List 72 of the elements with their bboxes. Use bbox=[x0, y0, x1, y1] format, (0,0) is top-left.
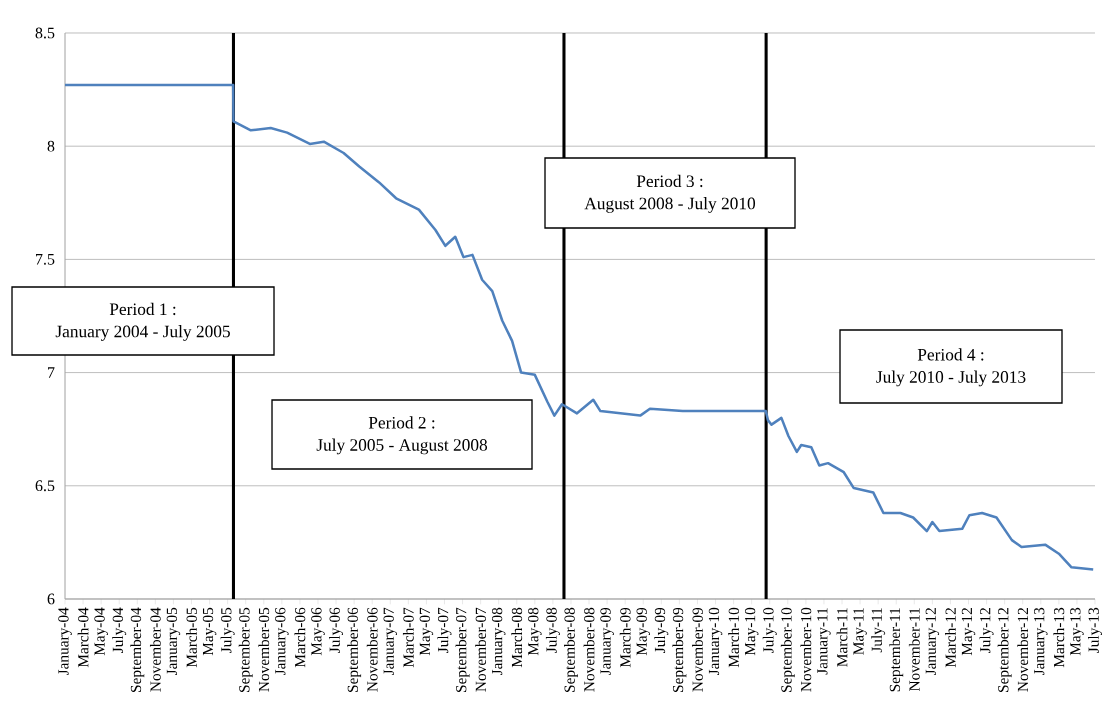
x-tick-label: May-05 bbox=[202, 607, 217, 656]
x-tick-label: May-09 bbox=[636, 607, 650, 656]
x-tick-label: January-13 bbox=[1034, 607, 1048, 676]
x-tick-label: July-05 bbox=[220, 607, 235, 653]
x-tick-label: March-12 bbox=[945, 608, 956, 668]
x-tick-label: November-04 bbox=[149, 607, 161, 692]
x-tick-label: September-10 bbox=[780, 607, 795, 692]
x-tick-label: July-07 bbox=[437, 607, 452, 653]
x-tick-label: July-11 bbox=[871, 608, 886, 653]
x-tick-label: September-06 bbox=[347, 607, 362, 692]
x-tick-label: January-10 bbox=[708, 607, 723, 676]
x-tick-label: November-08 bbox=[583, 607, 595, 692]
x-tick-label: July-13 bbox=[1088, 607, 1102, 653]
x-tick-label: September-09 bbox=[672, 607, 687, 692]
x-tick-label: January-04 bbox=[58, 607, 72, 676]
x-tick-label: May-04 bbox=[94, 607, 108, 656]
x-tick-label: March-08 bbox=[511, 607, 523, 668]
annotation: January 2004 - July 2005 bbox=[55, 325, 230, 341]
x-tick-label: May-13 bbox=[1070, 607, 1084, 656]
x-tick-label: March-13 bbox=[1053, 607, 1065, 668]
x-tick-label: November-09 bbox=[692, 607, 703, 692]
x-tick-label: March-09 bbox=[619, 607, 631, 668]
annotation: Period 1 : bbox=[109, 302, 176, 316]
x-tick-label: November-11 bbox=[908, 608, 920, 692]
x-tick-label: September-07 bbox=[455, 607, 470, 692]
y-tick-label: 7.5 bbox=[36, 254, 55, 265]
x-tick-label: March-10 bbox=[728, 607, 739, 668]
x-tick-label: May-07 bbox=[419, 607, 434, 656]
x-tick-label: July-08 bbox=[545, 607, 560, 653]
x-tick-label: March-04 bbox=[77, 607, 89, 668]
y-tick-label: 7 bbox=[48, 367, 55, 378]
x-tick-label: November-07 bbox=[475, 607, 487, 692]
x-tick-label: January-11 bbox=[817, 608, 831, 675]
y-tick-label: 8 bbox=[47, 140, 55, 152]
x-tick-label: March-06 bbox=[294, 607, 306, 668]
x-tick-label: May-10 bbox=[744, 607, 759, 656]
x-tick-label: January-06 bbox=[275, 607, 289, 676]
x-tick-label: May-08 bbox=[528, 607, 542, 656]
x-tick-label: September-04 bbox=[130, 607, 145, 692]
y-tick-label: 6.5 bbox=[35, 480, 55, 492]
x-tick-label: September-05 bbox=[238, 607, 253, 692]
x-tick-label: July-10 bbox=[762, 607, 777, 653]
x-tick-label: November-06 bbox=[366, 607, 378, 692]
x-tick-label: November-12 bbox=[1017, 608, 1029, 692]
x-tick-label: September-08 bbox=[564, 607, 578, 692]
x-tick-label: March-11 bbox=[836, 608, 848, 667]
x-tick-label: November-10 bbox=[800, 607, 812, 692]
x-tick-label: July-09 bbox=[654, 607, 669, 653]
x-tick-label: July-12 bbox=[979, 608, 994, 653]
annotation: July 2005 - August 2008 bbox=[316, 438, 488, 455]
annotation: Period 3 : bbox=[636, 174, 703, 188]
y-tick-label: 6 bbox=[47, 593, 55, 605]
annotation: Period 2 : bbox=[368, 416, 435, 429]
x-tick-label: January-08 bbox=[491, 607, 506, 676]
annotation: July 2010 - July 2013 bbox=[876, 370, 1026, 387]
x-tick-label: May-12 bbox=[961, 608, 976, 656]
x-tick-label: July-06 bbox=[329, 607, 344, 653]
annotation: August 2008 - July 2010 bbox=[584, 197, 756, 213]
x-tick-label: March-05 bbox=[186, 607, 197, 668]
x-tick-label: January-05 bbox=[166, 607, 181, 676]
x-tick-label: January-12 bbox=[925, 608, 940, 676]
x-tick-label: September-12 bbox=[997, 608, 1012, 692]
y-tick-label: 8.5 bbox=[35, 27, 55, 39]
x-tick-label: May-06 bbox=[311, 607, 325, 656]
x-tick-label: July-04 bbox=[112, 607, 127, 653]
annotation: Period 4 : bbox=[917, 348, 984, 361]
x-tick-label: May-11 bbox=[853, 608, 867, 655]
x-tick-label: November-05 bbox=[258, 607, 270, 692]
x-tick-label: September-11 bbox=[889, 608, 904, 692]
x-tick-label: March-07 bbox=[402, 607, 414, 668]
x-tick-label: January-07 bbox=[383, 607, 398, 676]
x-tick-label: January-09 bbox=[600, 607, 614, 676]
